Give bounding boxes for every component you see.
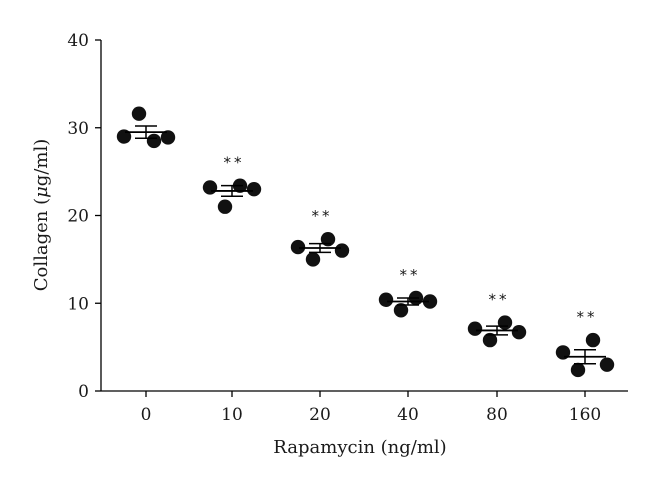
significance-marker: ** bbox=[400, 266, 421, 284]
y-axis-title: Collagen (μg/ml) bbox=[31, 139, 52, 292]
data-point bbox=[334, 243, 350, 258]
significance-marker: ** bbox=[312, 207, 333, 225]
group-80: ** bbox=[467, 291, 527, 348]
y-axis-title-mu: μ bbox=[31, 186, 52, 198]
group-160: ** bbox=[555, 308, 615, 378]
significance-marker: ** bbox=[489, 291, 510, 309]
data-point bbox=[599, 357, 615, 372]
x-tick-label: 0 bbox=[141, 405, 152, 425]
y-tick-label: 30 bbox=[67, 119, 89, 139]
data-point bbox=[290, 239, 306, 255]
x-tick-label: 20 bbox=[309, 405, 331, 425]
data-point bbox=[422, 294, 438, 309]
x-tick-label: 40 bbox=[397, 405, 419, 425]
data-point bbox=[320, 231, 336, 247]
data-point bbox=[246, 181, 262, 197]
data-point bbox=[482, 332, 498, 348]
y-axis-title-prefix: Collagen ( bbox=[31, 198, 52, 291]
data-point bbox=[511, 325, 527, 340]
x-tick-label: 80 bbox=[486, 405, 508, 425]
x-axis-title: Rapamycin (ng/ml) bbox=[273, 437, 446, 458]
data-point bbox=[570, 362, 586, 378]
significance-marker: ** bbox=[224, 154, 245, 172]
group-0 bbox=[116, 106, 176, 149]
y-axis-title-suffix: g/ml) bbox=[31, 139, 52, 186]
group-10: ** bbox=[202, 154, 262, 214]
axes: 0 10 20 30 40 0 10 20 40 80 160 bbox=[67, 31, 628, 425]
data-point bbox=[585, 332, 601, 348]
group-20: ** bbox=[290, 207, 350, 267]
y-tick-label: 40 bbox=[67, 31, 89, 51]
data-marks: ** ** ** ** ** bbox=[116, 106, 615, 378]
data-point bbox=[378, 292, 394, 307]
data-point bbox=[217, 199, 233, 214]
data-point bbox=[393, 303, 409, 318]
data-point bbox=[497, 315, 513, 330]
y-tick-label: 20 bbox=[67, 207, 89, 227]
data-point bbox=[131, 106, 147, 121]
y-tick-label: 0 bbox=[78, 382, 89, 402]
group-40: ** bbox=[378, 266, 438, 318]
data-point bbox=[160, 130, 176, 145]
y-tick-label: 10 bbox=[67, 294, 89, 314]
x-tick-label: 160 bbox=[569, 405, 601, 425]
x-tick-label: 10 bbox=[221, 405, 243, 425]
data-point bbox=[146, 133, 162, 149]
data-point bbox=[467, 321, 483, 336]
data-point bbox=[305, 252, 321, 267]
significance-marker: ** bbox=[577, 308, 598, 326]
data-point bbox=[202, 180, 218, 195]
